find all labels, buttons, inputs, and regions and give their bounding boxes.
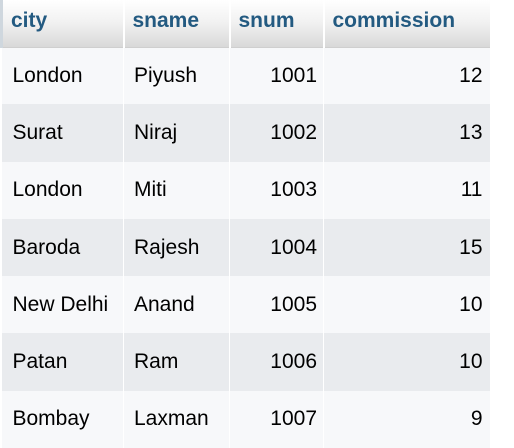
cell-snum[interactable]: 1007 xyxy=(229,390,324,448)
cell-snum[interactable]: 1006 xyxy=(229,333,324,391)
cell-snum[interactable]: 1002 xyxy=(229,104,324,162)
cell-sname[interactable]: Niraj xyxy=(123,104,230,162)
cell-city[interactable]: Baroda xyxy=(1,218,124,277)
cell-city[interactable]: Bombay xyxy=(1,390,124,448)
table-row[interactable]: Baroda Rajesh 1004 15 xyxy=(1,218,490,277)
column-header-snum[interactable]: snum xyxy=(228,0,324,48)
cell-commission[interactable]: 9 xyxy=(323,390,490,448)
cell-city[interactable]: Patan xyxy=(1,333,124,391)
cell-commission[interactable]: 11 xyxy=(323,161,490,219)
cell-sname[interactable]: Rajesh xyxy=(123,218,230,277)
column-header-city[interactable]: city xyxy=(0,0,124,48)
column-header-sname[interactable]: sname xyxy=(122,0,230,48)
cell-sname[interactable]: Ram xyxy=(123,333,230,391)
table-row[interactable]: Bombay Laxman 1007 9 xyxy=(1,390,490,448)
column-header-commission[interactable]: commission xyxy=(322,0,490,48)
cell-commission[interactable]: 13 xyxy=(323,104,490,162)
table-row[interactable]: Surat Niraj 1002 13 xyxy=(1,104,490,162)
table-row[interactable]: London Piyush 1001 12 xyxy=(1,47,490,105)
table-row[interactable]: New Delhi Anand 1005 10 xyxy=(1,276,490,334)
results-table: city sname snum commission London Piyush… xyxy=(0,0,490,448)
cell-commission[interactable]: 10 xyxy=(323,333,490,391)
cell-snum[interactable]: 1003 xyxy=(229,161,324,219)
cell-city[interactable]: London xyxy=(1,161,124,219)
cell-sname[interactable]: Anand xyxy=(123,276,230,334)
cell-city[interactable]: London xyxy=(1,47,124,105)
cell-commission[interactable]: 10 xyxy=(323,276,490,334)
cell-snum[interactable]: 1004 xyxy=(229,218,324,277)
cell-snum[interactable]: 1001 xyxy=(229,47,324,105)
cell-sname[interactable]: Piyush xyxy=(123,47,230,105)
table-body: London Piyush 1001 12 Surat Niraj 1002 1… xyxy=(1,47,490,448)
cell-commission[interactable]: 15 xyxy=(323,218,490,277)
table-row[interactable]: Patan Ram 1006 10 xyxy=(1,333,490,391)
header-row: city sname snum commission xyxy=(0,0,490,48)
cell-city[interactable]: New Delhi xyxy=(1,276,124,334)
cell-city[interactable]: Surat xyxy=(1,104,124,162)
cell-sname[interactable]: Laxman xyxy=(123,390,230,448)
cell-commission[interactable]: 12 xyxy=(323,47,490,105)
table-header: city sname snum commission xyxy=(0,0,490,48)
cell-sname[interactable]: Miti xyxy=(123,161,230,219)
table-row[interactable]: London Miti 1003 11 xyxy=(1,161,490,219)
cell-snum[interactable]: 1005 xyxy=(229,276,324,334)
